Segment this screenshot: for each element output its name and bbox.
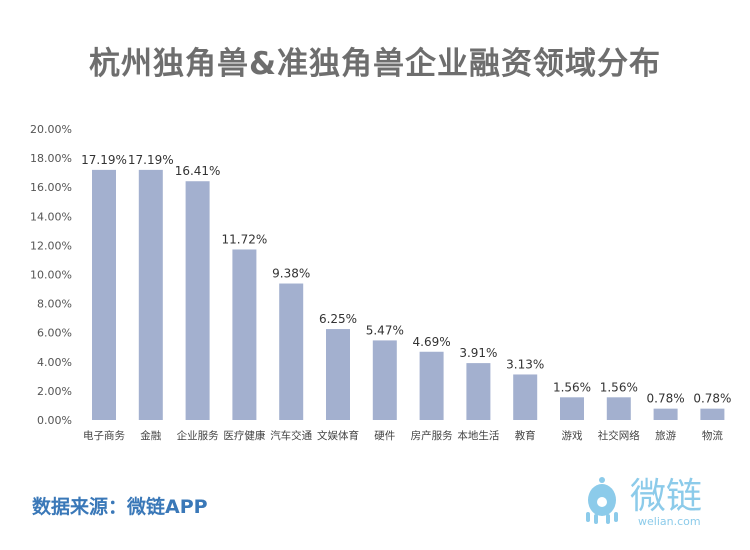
y-tick-label: 20.00% — [30, 123, 72, 136]
bar — [232, 249, 257, 420]
data-label: 16.41% — [175, 164, 221, 178]
x-tick-label: 硬件 — [374, 430, 395, 442]
bar — [419, 351, 444, 420]
chart-title: 杭州独角兽&准独角兽企业融资领域分布 — [88, 46, 662, 82]
data-label: 0.78% — [693, 392, 731, 406]
x-tick-label: 汽车交通 — [270, 429, 312, 442]
data-label: 11.72% — [222, 232, 268, 246]
data-source: 数据来源：微链APP — [32, 496, 208, 518]
data-label: 0.78% — [647, 392, 685, 406]
x-tick-label: 医疗健康 — [223, 429, 265, 442]
y-tick-label: 18.00% — [30, 152, 72, 165]
y-tick-label: 0.00% — [37, 414, 72, 427]
bar — [700, 408, 725, 420]
x-tick-label: 本地生活 — [457, 429, 499, 442]
data-label: 6.25% — [319, 312, 357, 326]
x-tick-label: 金融 — [140, 429, 161, 442]
x-tick-label: 社交网络 — [598, 429, 640, 442]
bar — [185, 181, 210, 420]
x-tick-label: 教育 — [515, 429, 536, 442]
x-tick-label: 物流 — [702, 429, 723, 442]
svg-text:微链: 微链 — [630, 476, 702, 517]
y-tick-label: 14.00% — [30, 210, 72, 223]
x-tick-label: 文娱体育 — [317, 429, 359, 442]
data-label: 5.47% — [366, 323, 404, 337]
y-tick-label: 16.00% — [30, 181, 72, 194]
y-tick-label: 2.00% — [37, 385, 72, 398]
bar — [560, 397, 584, 420]
x-tick-label: 旅游 — [655, 429, 676, 442]
data-label: 4.69% — [413, 335, 451, 349]
bar — [372, 340, 397, 420]
x-tick-label: 电子商务 — [83, 429, 125, 442]
y-tick-label: 8.00% — [37, 298, 72, 311]
data-label: 1.56% — [553, 380, 591, 394]
x-tick-label: 游戏 — [562, 429, 583, 442]
data-label: 3.13% — [506, 357, 544, 371]
bar — [326, 329, 350, 420]
welian-logo: 微链 welian.com — [586, 476, 702, 528]
data-label: 17.19% — [81, 153, 127, 167]
bar — [279, 283, 304, 420]
x-tick-label: 房产服务 — [411, 429, 453, 442]
y-tick-label: 4.00% — [37, 356, 72, 369]
y-tick-label: 6.00% — [37, 327, 72, 340]
y-tick-label: 10.00% — [30, 269, 72, 282]
data-label: 3.91% — [459, 346, 497, 360]
data-label: 1.56% — [600, 380, 638, 394]
bar — [653, 408, 678, 420]
y-tick-label: 12.00% — [30, 239, 72, 252]
data-label: 17.19% — [128, 153, 174, 167]
bar — [513, 374, 538, 420]
x-tick-label: 企业服务 — [177, 429, 219, 442]
bar — [92, 169, 116, 420]
bar — [466, 363, 491, 420]
bar — [606, 397, 631, 420]
svg-text:welian.com: welian.com — [638, 515, 701, 528]
bar — [138, 169, 163, 420]
data-label: 9.38% — [272, 267, 310, 281]
